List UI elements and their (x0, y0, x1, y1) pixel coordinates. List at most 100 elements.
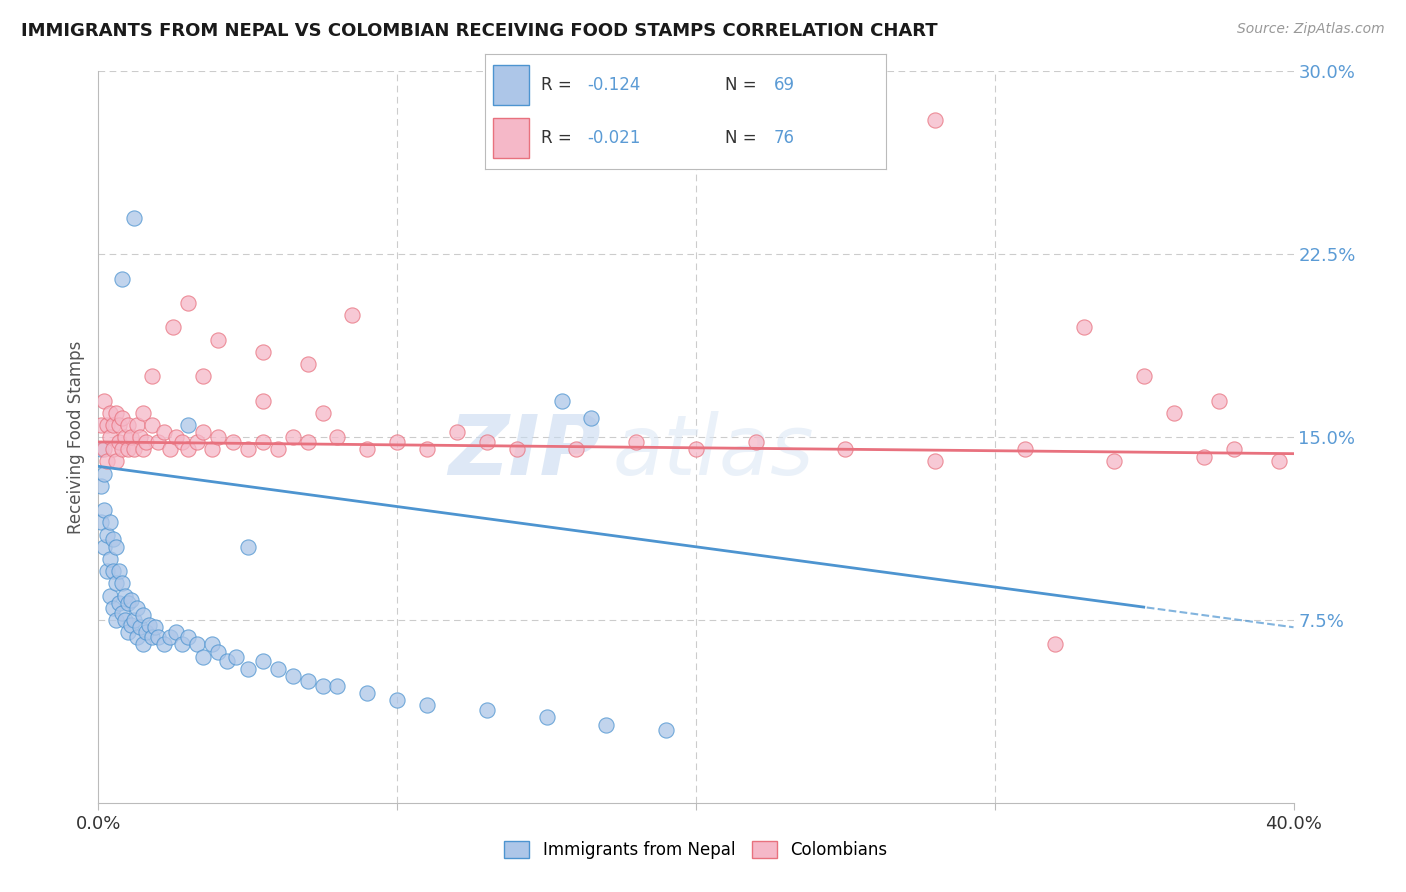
Point (222, 434, 245, 449)
Point (117, 442, 139, 457)
Point (98, 430, 122, 444)
Point (90, 516, 112, 530)
Point (1223, 442, 1246, 457)
Point (186, 637, 208, 651)
Point (595, 718, 617, 732)
Point (108, 434, 131, 449)
Point (252, 393, 274, 408)
Point (108, 564, 131, 578)
Point (162, 320, 184, 334)
Point (111, 271, 134, 285)
Point (236, 540, 259, 554)
Point (191, 369, 214, 384)
Text: IMMIGRANTS FROM NEPAL VS COLOMBIAN RECEIVING FOOD STAMPS CORRELATION CHART: IMMIGRANTS FROM NEPAL VS COLOMBIAN RECEI… (21, 22, 938, 40)
Point (111, 442, 134, 457)
Point (114, 613, 136, 627)
Point (127, 630, 149, 644)
Point (132, 406, 155, 420)
Text: R =: R = (541, 76, 578, 94)
Point (105, 576, 128, 591)
Text: 76: 76 (773, 129, 794, 147)
Point (90, 442, 112, 457)
Point (120, 430, 142, 444)
FancyBboxPatch shape (494, 65, 529, 104)
Point (550, 393, 572, 408)
Point (148, 630, 170, 644)
Point (1073, 320, 1095, 334)
Point (186, 434, 208, 449)
Point (236, 662, 259, 676)
Point (111, 576, 134, 591)
Point (267, 662, 290, 676)
Point (103, 600, 125, 615)
Point (105, 406, 128, 420)
Point (416, 698, 439, 713)
Text: ZIP: ZIP (447, 411, 600, 492)
Point (536, 710, 558, 724)
Point (143, 620, 166, 634)
Point (1133, 369, 1156, 384)
Point (385, 693, 409, 707)
Point (326, 679, 349, 693)
Point (297, 357, 319, 371)
Point (924, 113, 946, 128)
Point (177, 630, 200, 644)
Point (297, 434, 319, 449)
Text: Source: ZipAtlas.com: Source: ZipAtlas.com (1237, 22, 1385, 37)
Point (834, 442, 856, 457)
Point (105, 540, 128, 554)
Point (93, 503, 115, 517)
Text: R =: R = (541, 129, 578, 147)
Point (342, 308, 364, 322)
Point (201, 442, 224, 457)
Point (1192, 450, 1215, 464)
Point (148, 434, 170, 449)
Point (153, 637, 176, 651)
Point (117, 596, 139, 610)
Point (132, 637, 155, 651)
Point (215, 654, 238, 668)
Point (129, 620, 152, 634)
Point (141, 417, 163, 432)
Text: atlas: atlas (613, 411, 814, 492)
Point (127, 417, 149, 432)
Point (129, 430, 152, 444)
Point (96, 527, 118, 541)
Point (416, 442, 439, 457)
Point (281, 430, 304, 444)
Point (114, 589, 136, 603)
Point (565, 442, 588, 457)
Point (103, 442, 125, 457)
Point (446, 425, 468, 440)
Point (165, 625, 187, 640)
Point (135, 434, 157, 449)
Point (626, 434, 648, 449)
Point (98, 516, 122, 530)
Point (172, 434, 194, 449)
Point (93, 393, 115, 408)
Point (141, 369, 163, 384)
Text: -0.124: -0.124 (588, 76, 641, 94)
Point (581, 410, 603, 425)
Point (120, 593, 142, 607)
Point (356, 442, 378, 457)
FancyBboxPatch shape (494, 119, 529, 158)
Point (177, 296, 200, 310)
Point (252, 344, 274, 359)
Point (475, 703, 498, 717)
Text: -0.021: -0.021 (588, 129, 641, 147)
Point (506, 442, 529, 457)
Point (96, 454, 118, 468)
Point (120, 617, 142, 632)
Point (90, 417, 112, 432)
Point (1104, 454, 1126, 468)
Point (153, 425, 176, 440)
Point (252, 434, 274, 449)
Point (207, 333, 229, 347)
Point (924, 454, 946, 468)
Point (685, 442, 707, 457)
Point (1267, 454, 1289, 468)
Point (311, 679, 333, 693)
Point (114, 430, 136, 444)
Point (191, 425, 214, 440)
